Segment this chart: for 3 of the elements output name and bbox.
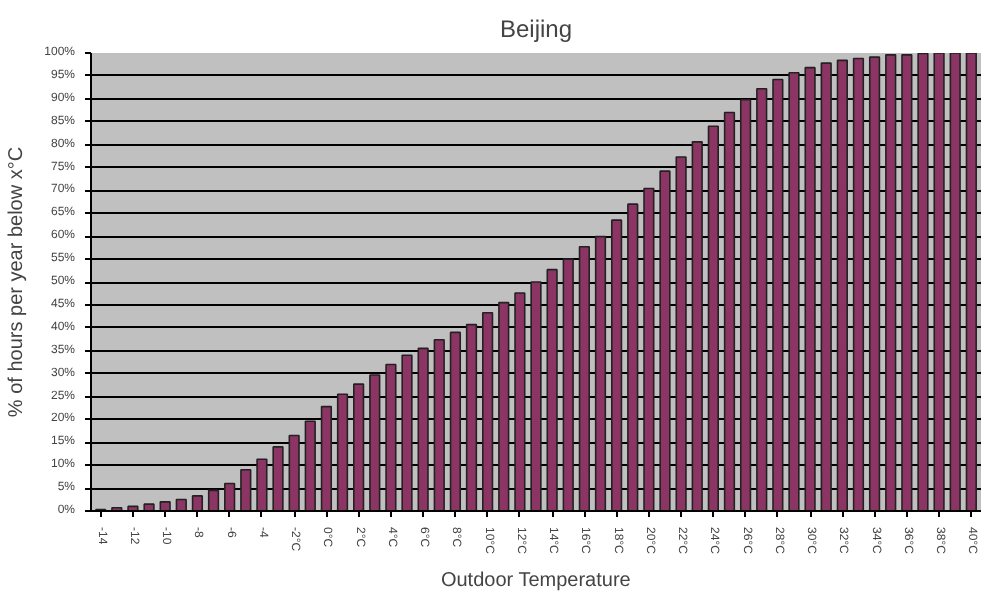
x-axis-title: Outdoor Temperature: [440, 569, 632, 592]
y-axis-title: % of hours per year below x°C: [6, 146, 29, 418]
chart-title: Beijing: [499, 15, 573, 43]
